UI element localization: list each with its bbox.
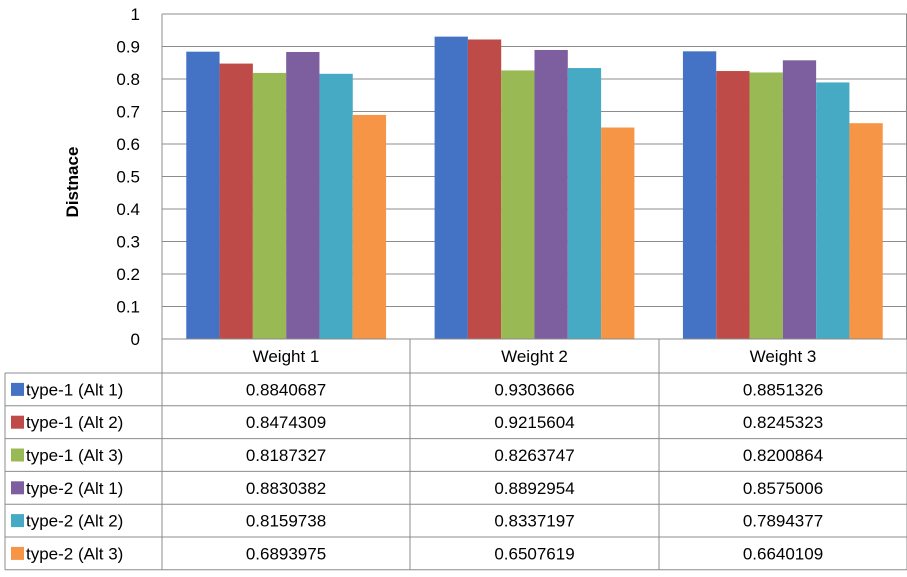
data-table-value: 0.8840687 [246, 380, 326, 399]
legend-swatch [11, 546, 24, 560]
bar-6-1 [352, 114, 387, 339]
bar-2-2 [467, 39, 502, 340]
data-table-value: 0.8830382 [246, 479, 326, 498]
x-category-label: Weight 3 [750, 347, 817, 366]
y-tick-label: 0 [131, 330, 140, 349]
legend-label: type-2 (Alt 1) [26, 479, 123, 498]
data-table-value: 0.8200864 [743, 446, 823, 465]
bar-4-2 [534, 49, 568, 339]
bar-6-2 [601, 127, 635, 339]
data-table-value: 0.7894377 [743, 512, 823, 531]
data-table-value: 0.8159738 [246, 512, 326, 531]
data-table-value: 0.9303666 [494, 380, 574, 399]
bar-1-1 [186, 51, 220, 339]
y-tick-labels: 0 0.1 0.2 0.3 0.4 0.5 0.6 0.7 0.8 0.9 1 [116, 5, 140, 349]
data-table-value: 0.8187327 [246, 446, 326, 465]
data-table-value: 0.8575006 [743, 479, 823, 498]
y-tick-label: 1 [131, 5, 140, 24]
bar-3-1 [252, 72, 287, 340]
legend-swatch [11, 382, 24, 396]
bar-5-1 [319, 73, 353, 339]
legend-label: type-1 (Alt 2) [26, 413, 123, 432]
data-table-value: 0.6893975 [246, 544, 326, 563]
y-tick-label: 0.9 [116, 38, 140, 57]
bar-1-3 [682, 51, 717, 339]
legend-swatch [11, 481, 24, 495]
data-table-value: 0.8851326 [743, 380, 823, 399]
y-tick-label: 0.7 [116, 103, 140, 122]
data-table: Weight 1 Weight 2 Weight 3 type-1 (Alt 1) 0.… [4, 338, 907, 571]
data-table-value: 0.8337197 [494, 512, 574, 531]
data-table-value: 0.8892954 [494, 479, 574, 498]
bar-3-2 [501, 70, 535, 339]
data-table-value: 0.9215604 [494, 413, 574, 432]
bar-5-3 [816, 82, 850, 340]
x-category-label: Weight 1 [253, 347, 320, 366]
bar-1-2 [434, 36, 468, 339]
data-table-value: 0.8474309 [246, 413, 326, 432]
legend-swatch [11, 514, 24, 528]
data-table-value: 0.8245323 [743, 413, 823, 432]
legend-swatch [11, 415, 24, 429]
y-axis-label: Distnace [63, 147, 82, 218]
legend-label: type-2 (Alt 3) [26, 544, 123, 563]
bar-5-2 [567, 68, 602, 339]
data-table-value: 0.6640109 [743, 544, 823, 563]
legend-label: type-1 (Alt 1) [26, 380, 123, 399]
legend-label: type-2 (Alt 2) [26, 512, 123, 531]
legend-swatch [11, 448, 24, 462]
bar-4-3 [782, 60, 817, 339]
y-tick-label: 0.1 [116, 298, 140, 317]
bar-2-3 [716, 71, 750, 339]
data-table-value: 0.8263747 [494, 446, 574, 465]
legend-label: type-1 (Alt 3) [26, 446, 123, 465]
bars [186, 36, 883, 340]
bar-6-3 [849, 123, 883, 339]
bar-3-3 [749, 72, 783, 339]
y-tick-label: 0.5 [116, 168, 140, 187]
y-tick-label: 0.8 [116, 70, 140, 89]
x-category-label: Weight 2 [501, 347, 568, 366]
y-tick-label: 0.6 [116, 135, 140, 154]
bar-4-1 [286, 52, 320, 340]
bar-2-1 [219, 63, 253, 339]
y-tick-label: 0.3 [116, 233, 140, 252]
data-table-value: 0.6507619 [494, 544, 574, 563]
y-tick-label: 0.2 [116, 265, 140, 284]
y-tick-label: 0.4 [116, 200, 140, 219]
